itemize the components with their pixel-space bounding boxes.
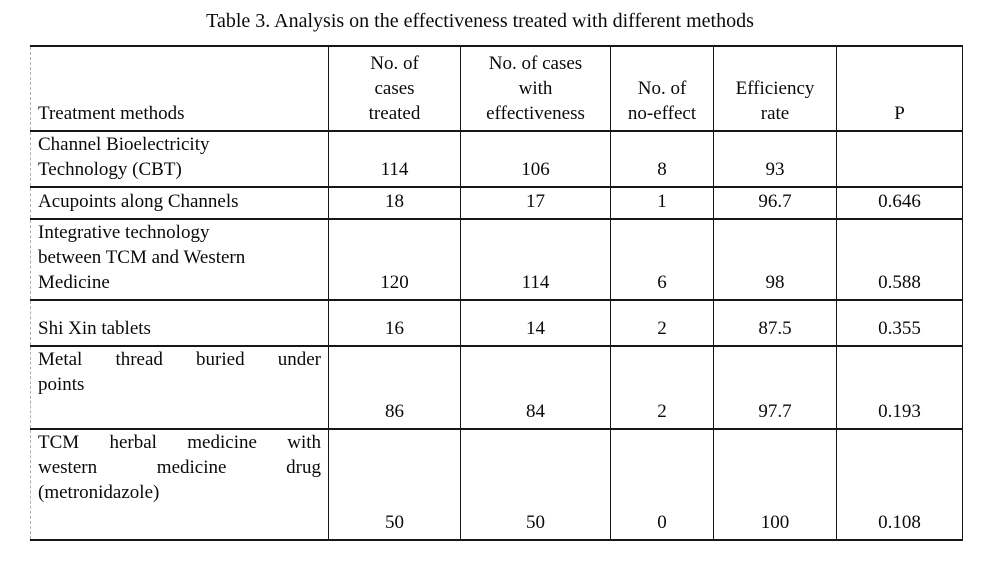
method-cell: Metal thread buried under points	[30, 345, 329, 430]
p-value-cell: 0.108	[836, 428, 963, 541]
no-effect-cell: 2	[610, 345, 714, 430]
header-efficiency-rate: Efficiency rate	[713, 45, 837, 132]
efficiency-rate-cell: 97.7	[713, 345, 837, 430]
table-row: Channel Bioelectricity Technology (CBT) …	[30, 130, 963, 188]
p-value-cell: 0.588	[836, 218, 963, 301]
no-effect-cell: 1	[610, 186, 714, 220]
method-cell: Shi Xin tablets	[30, 299, 329, 347]
method-line: (metronidazole)	[38, 482, 160, 503]
header-p-value: P	[836, 45, 963, 132]
method-line: western medicine drug	[38, 457, 321, 478]
header-no-of-no-effect: No. of no-effect	[610, 45, 714, 132]
method-cell: Acupoints along Channels	[30, 186, 329, 220]
table-row: Acupoints along Channels 18 17 1 96.7 0.…	[30, 186, 963, 220]
cases-treated-cell: 18	[328, 186, 461, 220]
p-value-cell: 0.355	[836, 299, 963, 347]
cases-treated-cell: 50	[328, 428, 461, 541]
efficiency-rate-cell: 87.5	[713, 299, 837, 347]
header-treatment-methods: Treatment methods	[30, 45, 329, 132]
efficiency-rate-cell: 93	[713, 130, 837, 188]
header-no-of-cases-treated: No. of cases treated	[328, 45, 461, 132]
p-value-cell: 0.193	[836, 345, 963, 430]
cases-effective-cell: 17	[460, 186, 611, 220]
cases-treated-cell: 120	[328, 218, 461, 301]
cases-effective-cell: 106	[460, 130, 611, 188]
p-value-cell: 0.646	[836, 186, 963, 220]
method-line: Metal thread buried under	[38, 349, 321, 370]
cases-effective-cell: 50	[460, 428, 611, 541]
efficiency-rate-cell: 98	[713, 218, 837, 301]
header-row: Treatment methods No. of cases treated N…	[30, 45, 963, 132]
cases-effective-cell: 14	[460, 299, 611, 347]
no-effect-cell: 0	[610, 428, 714, 541]
table-row: TCM herbal medicine with western medicin…	[30, 428, 963, 541]
method-cell: Channel Bioelectricity Technology (CBT)	[30, 130, 329, 188]
effectiveness-table: Treatment methods No. of cases treated N…	[30, 45, 963, 541]
p-value-cell	[836, 130, 963, 188]
cases-treated-cell: 114	[328, 130, 461, 188]
table-caption: Table 3. Analysis on the effectiveness t…	[206, 10, 754, 32]
method-cell: Integrative technology between TCM and W…	[30, 218, 329, 301]
method-line: points	[38, 374, 85, 395]
efficiency-rate-cell: 96.7	[713, 186, 837, 220]
table-row: Shi Xin tablets 16 14 2 87.5 0.355	[30, 299, 963, 347]
no-effect-cell: 8	[610, 130, 714, 188]
cases-treated-cell: 86	[328, 345, 461, 430]
efficiency-rate-cell: 100	[713, 428, 837, 541]
cases-effective-cell: 84	[460, 345, 611, 430]
table-row: Integrative technology between TCM and W…	[30, 218, 963, 301]
method-line: TCM herbal medicine with	[38, 432, 321, 453]
method-cell: TCM herbal medicine with western medicin…	[30, 428, 329, 541]
table-row: Metal thread buried under points 86 84 2…	[30, 345, 963, 430]
no-effect-cell: 6	[610, 218, 714, 301]
header-no-of-cases-with-effectiveness: No. of cases with effectiveness	[460, 45, 611, 132]
cases-effective-cell: 114	[460, 218, 611, 301]
no-effect-cell: 2	[610, 299, 714, 347]
cases-treated-cell: 16	[328, 299, 461, 347]
